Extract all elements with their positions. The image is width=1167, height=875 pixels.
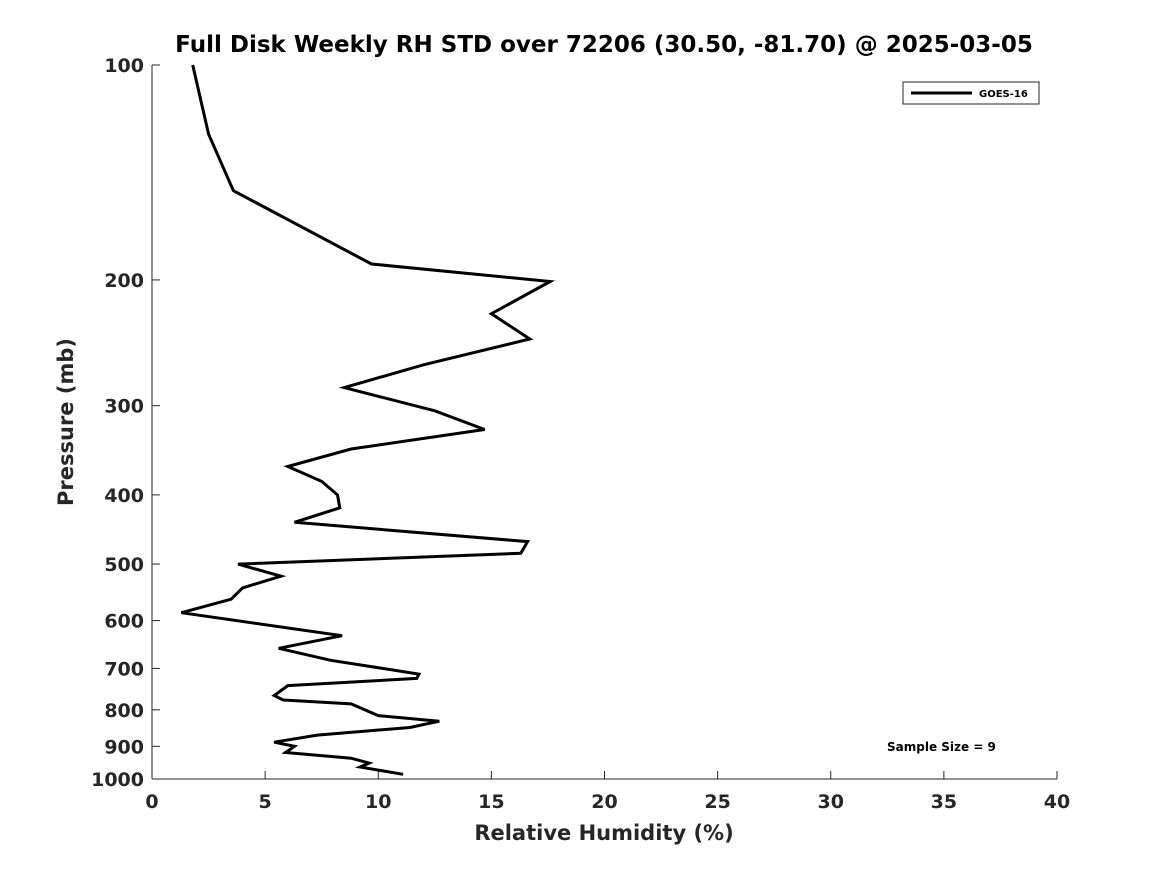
y-tick-label: 700 [104,658,144,680]
series-line-goes-16 [181,64,556,776]
y-tick-label: 500 [104,554,144,576]
x-tick-label: 30 [818,791,844,813]
legend: GOES-16 [902,81,1040,105]
y-tick-label: 400 [104,485,144,507]
axes [151,65,1057,780]
y-tick-label: 1000 [91,769,144,791]
chart-title: Full Disk Weekly RH STD over 72206 (30.5… [175,32,1033,58]
y-axis-label: Pressure (mb) [54,338,78,506]
y-tick-label: 200 [104,270,144,292]
y-tick-label: 900 [104,736,144,758]
y-tick-label: 300 [104,396,144,418]
y-ticks: 100 200 300 400 500 600 700 800 900 1000 [91,55,160,791]
x-axis-label: Relative Humidity (%) [474,821,733,845]
x-ticks: 0 5 10 15 20 25 30 35 40 [145,771,1070,813]
x-tick-label: 5 [259,791,272,813]
sample-size-annotation: Sample Size = 9 [887,740,996,754]
x-tick-label: 25 [704,791,730,813]
x-tick-label: 15 [478,791,504,813]
x-tick-label: 20 [591,791,617,813]
x-tick-label: 40 [1044,791,1070,813]
x-tick-label: 35 [931,791,957,813]
x-tick-label: 10 [365,791,391,813]
legend-label: GOES-16 [979,89,1028,100]
series-group [181,64,556,776]
y-tick-label: 800 [104,700,144,722]
y-tick-label: 100 [104,55,144,77]
x-tick-label: 0 [145,791,158,813]
y-tick-label: 600 [104,611,144,633]
